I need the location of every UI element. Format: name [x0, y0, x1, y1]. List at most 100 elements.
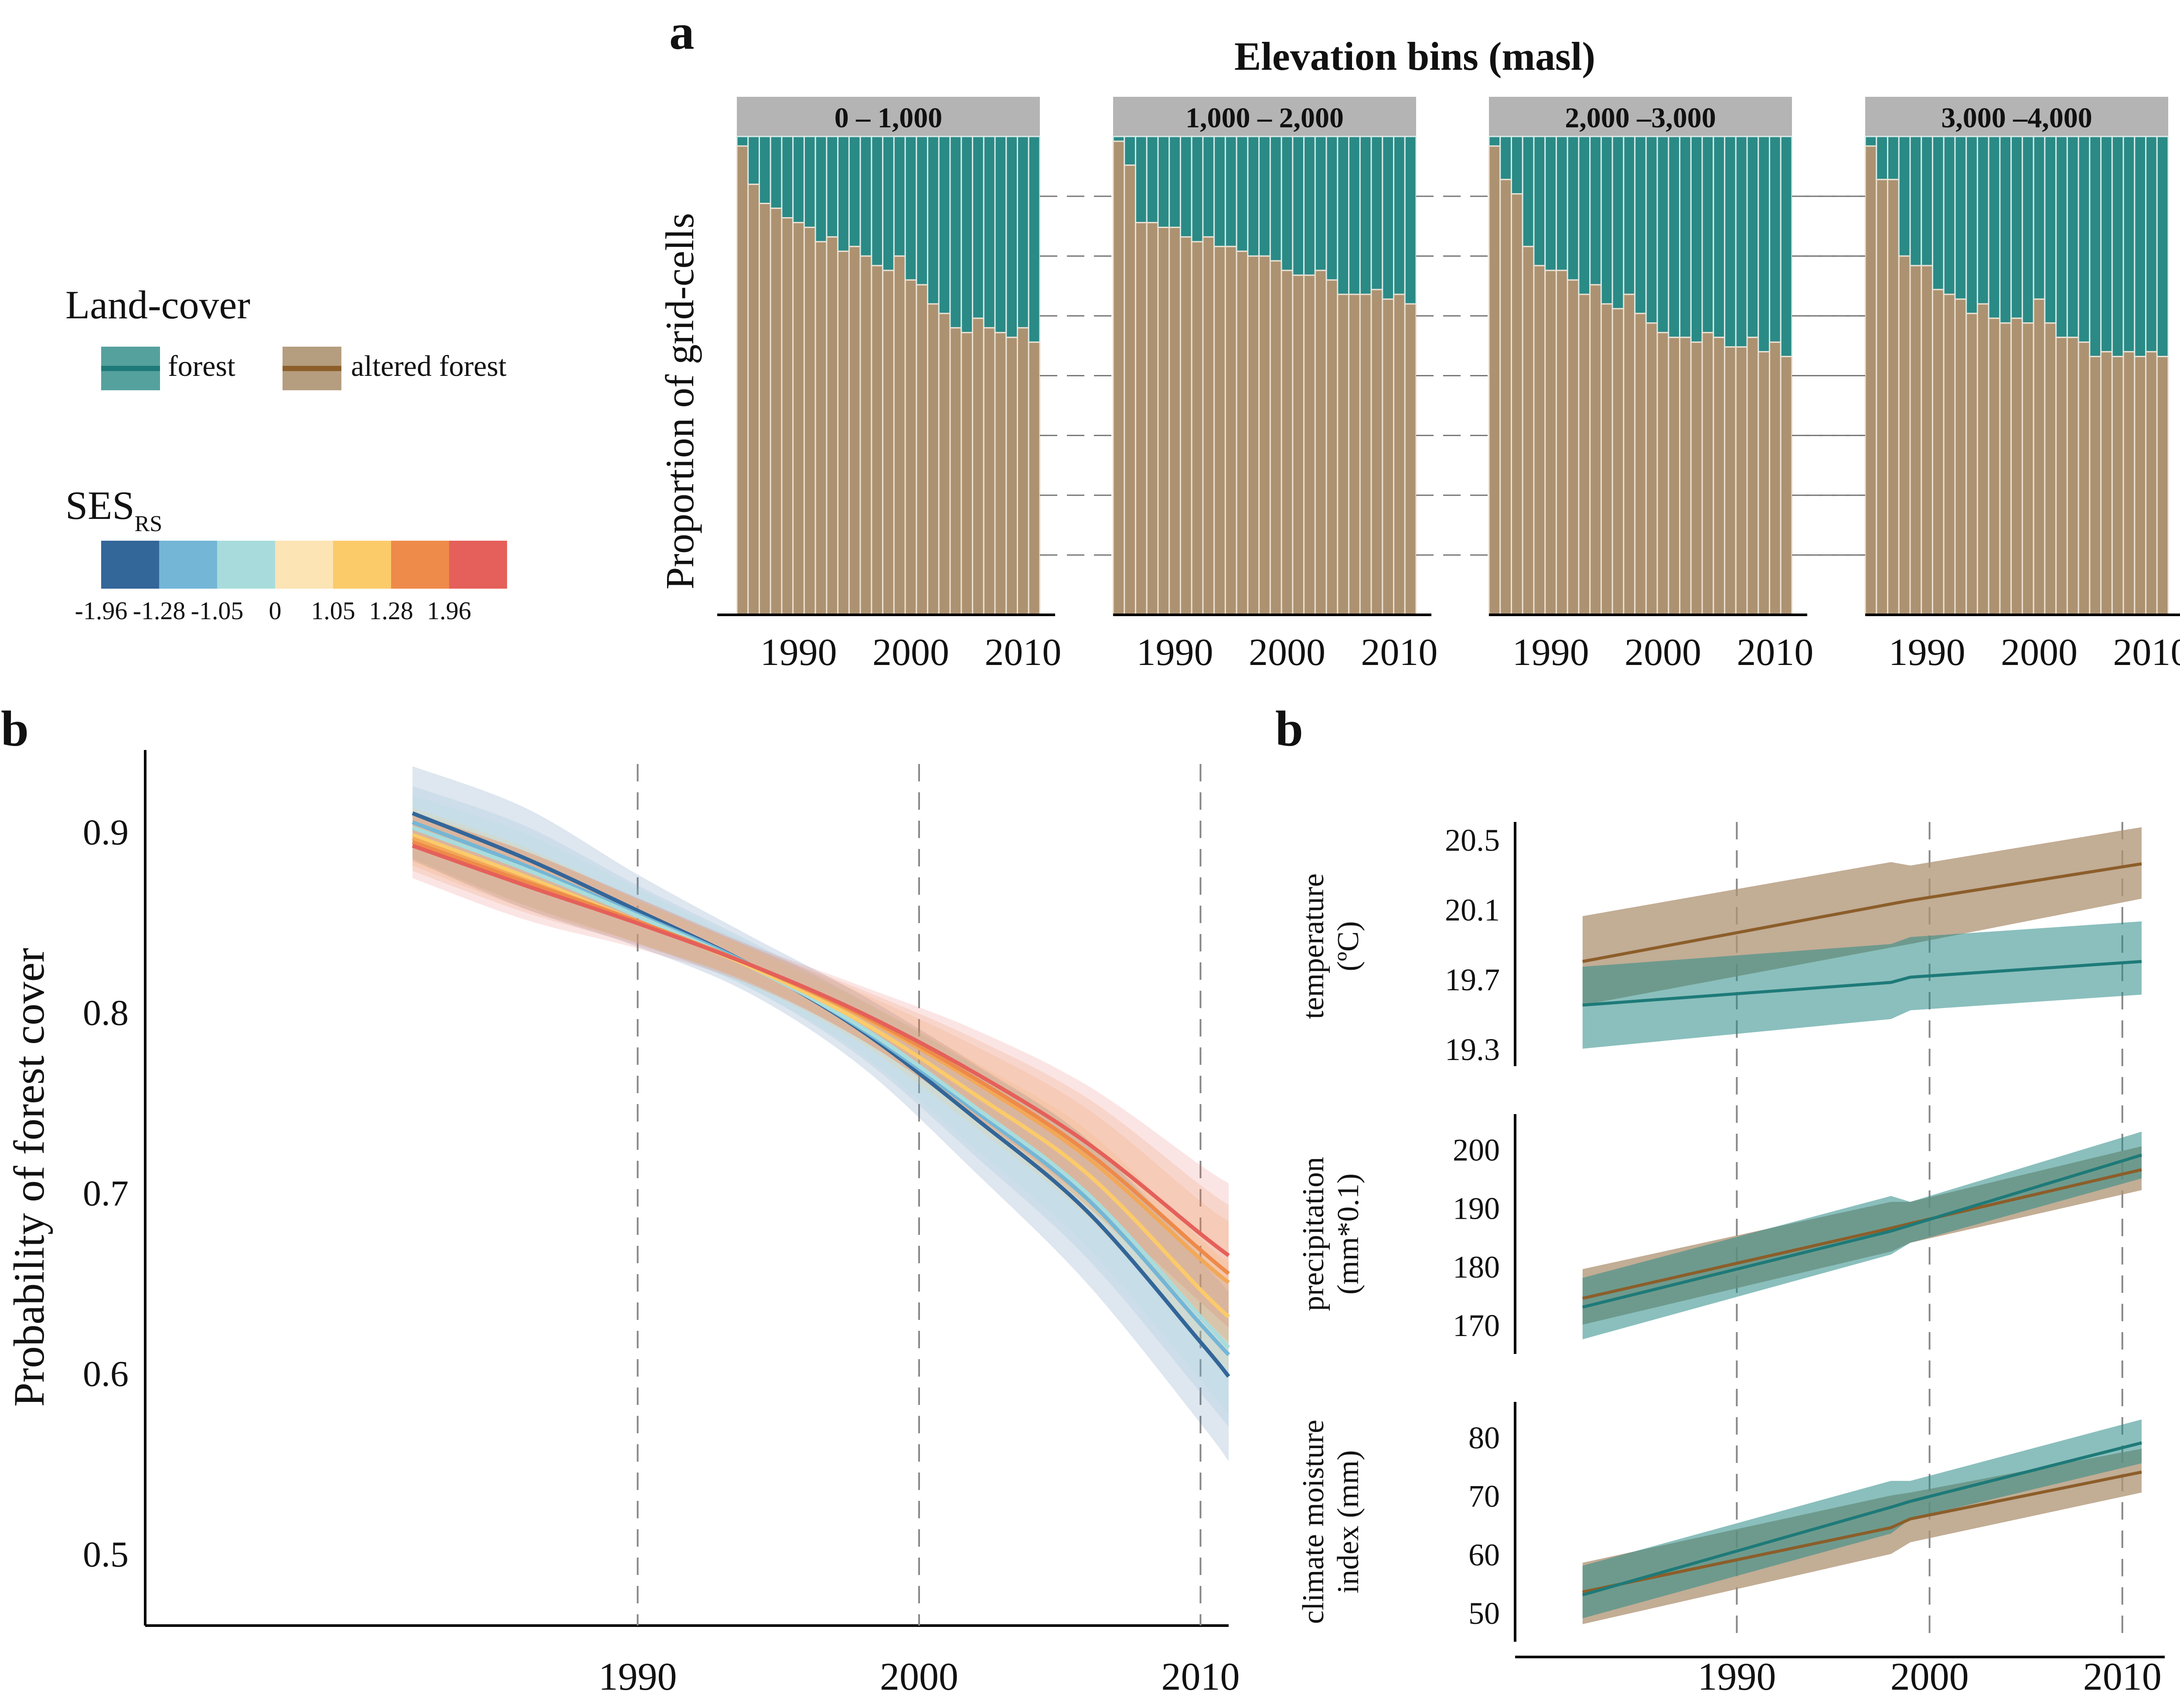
ses-tick-label: 1.28: [369, 597, 413, 625]
bar-forest: [781, 136, 794, 218]
bar-altered: [1224, 245, 1237, 616]
bar-altered: [1522, 245, 1535, 616]
bar-altered: [781, 217, 794, 616]
bar-forest: [1359, 136, 1372, 295]
bar-forest: [1898, 136, 1911, 257]
bar-altered: [916, 284, 929, 616]
bar-altered: [1999, 322, 2012, 616]
bar-forest: [1713, 136, 1726, 338]
bar-altered: [1348, 293, 1361, 616]
bar-forest: [1701, 136, 1714, 334]
series-line: [1582, 1153, 2142, 1309]
bar-forest: [837, 136, 850, 252]
bar-altered: [1921, 265, 1933, 616]
x-tick-label: 1990: [1697, 1655, 1776, 1698]
bar-forest: [871, 136, 884, 266]
bar-altered: [1247, 255, 1260, 616]
y-tick-label: 20.5: [1445, 823, 1500, 858]
bar-altered: [1724, 346, 1737, 616]
bar-forest: [882, 136, 895, 271]
y-tick-label: 19.7: [1445, 962, 1500, 997]
x-tick-label: 2000: [880, 1655, 958, 1698]
bar-forest: [1758, 136, 1771, 353]
bar-altered: [1656, 332, 1669, 616]
bar-altered: [1931, 289, 1945, 616]
bar-altered: [871, 265, 884, 616]
bar-forest: [916, 136, 929, 286]
bar-forest: [1292, 136, 1305, 276]
y-axis-label-line: climate moisture: [1297, 1420, 1330, 1624]
bar-altered: [1134, 222, 1148, 616]
bar-forest: [1724, 136, 1737, 348]
legend-forest-label: forest: [168, 349, 235, 382]
x-tick-label: 2010: [2113, 631, 2180, 674]
bar-altered: [1510, 193, 1523, 616]
facet-strip-label: 0 – 1,000: [835, 102, 943, 134]
series-line: [1582, 862, 2142, 963]
y-axis-label-line: (mm*0.1): [1332, 1173, 1365, 1295]
bar-forest: [1488, 136, 1501, 147]
bar-altered: [859, 255, 872, 616]
facet-strip: [737, 97, 1040, 136]
bar-forest: [1931, 136, 1945, 290]
bar-altered: [837, 250, 850, 616]
bar-altered: [1146, 222, 1159, 616]
bar-forest: [1921, 136, 1933, 266]
panel-label-a: a: [669, 4, 695, 60]
bar-altered: [1325, 279, 1339, 616]
bar-altered: [994, 332, 1007, 616]
bar-altered: [1236, 250, 1249, 616]
climate-subpanel-2: 170 180 190 200 precipitation(mm*0.1): [1297, 1114, 2142, 1354]
bar-altered: [2021, 322, 2034, 616]
bar-forest: [1224, 136, 1237, 247]
bar-forest: [1976, 136, 1989, 305]
ses-tick-label: -1.28: [133, 597, 186, 625]
bar-forest: [994, 136, 1007, 334]
bar-altered: [1679, 337, 1692, 616]
bar-forest: [2145, 136, 2158, 353]
bar-altered: [1191, 241, 1204, 616]
bar-forest: [1746, 136, 1759, 338]
bar-altered: [1112, 140, 1125, 616]
ses-color-swatch: [333, 541, 391, 589]
bar-forest: [1314, 136, 1327, 271]
landcover-legend-title: Land-cover: [65, 283, 250, 327]
ses-tick-label: 1.05: [311, 597, 355, 625]
bar-altered: [1611, 308, 1625, 616]
bar-forest: [2156, 136, 2169, 358]
bar-forest: [1887, 136, 1900, 181]
bar-altered: [814, 241, 828, 616]
bar-forest: [1679, 136, 1692, 338]
panel-a: a Elevation bins (masl) Proportion of grid…: [657, 4, 2180, 674]
bar-altered: [2078, 341, 2091, 616]
y-tick-label: 180: [1453, 1250, 1500, 1285]
bar-altered: [1404, 303, 1417, 616]
bar-altered: [1314, 269, 1327, 616]
bar-forest: [1028, 136, 1041, 343]
bar-forest: [1943, 136, 1956, 295]
bar-altered: [904, 279, 917, 616]
x-tick-label: 2000: [1890, 1655, 1969, 1698]
bar-altered: [972, 317, 984, 616]
bar-forest: [1146, 136, 1159, 223]
series-line: [412, 833, 1230, 1319]
bar-altered: [1578, 293, 1591, 616]
y-axis-label: temperature(ºC): [1297, 873, 1365, 1019]
bar-forest: [1017, 136, 1029, 329]
bar-forest: [1168, 136, 1181, 228]
y-tick-label: 0.8: [83, 992, 129, 1033]
bar-forest: [1769, 136, 1781, 343]
y-axis-label-line: index (mm): [1332, 1450, 1365, 1594]
x-tick-label: 1990: [1889, 631, 1965, 674]
y-tick-label: 50: [1468, 1596, 1500, 1631]
ses-color-swatch: [275, 541, 333, 589]
bar-forest: [1876, 136, 1888, 181]
bar-forest: [1567, 136, 1580, 281]
bar-altered: [1623, 293, 1636, 616]
series-line: [1582, 1470, 2142, 1594]
y-axis-label-line: (ºC): [1332, 921, 1365, 971]
series-line: [412, 825, 1230, 1349]
bar-altered: [938, 313, 951, 616]
bar-altered: [1005, 337, 1018, 616]
panel-label-b-left: b: [1, 701, 29, 757]
